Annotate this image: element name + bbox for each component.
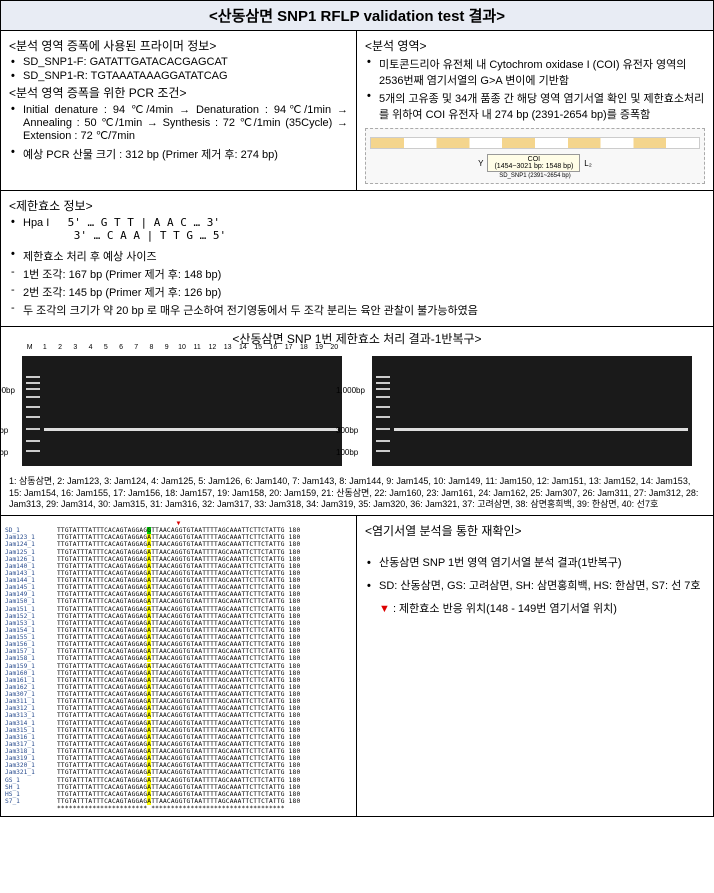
recheck-b3: ▼ : 제한효소 반응 위치(148 - 149번 염기서열 위치) [379, 599, 705, 620]
coi-l2: L₂ [584, 159, 592, 168]
region-b1: 미토콘드리아 유전체 내 Cytochrom oxidase I (COI) 유… [379, 56, 705, 88]
seq-cell: ▼SD_1TTGTATTTATTTCACAGTAGGAGGTTAACAGGTGT… [1, 516, 357, 816]
primer-r: SD_SNP1-R: TGTAAATAAAGGATATCAG [23, 70, 348, 82]
coi-box: COI (1454~3021 bp: 1548 bp) [487, 154, 580, 172]
enzyme-seq2: 3' … C A A | T T G … 5' [74, 229, 226, 242]
pcr-size: 예상 PCR 산물 크기 : 312 bp (Primer 제거 후: 274 … [23, 146, 348, 162]
triangle-icon: ▼ [379, 603, 390, 615]
primer-head: <분석 영역 증폭에 사용된 프라이머 정보> [9, 37, 348, 54]
region-head: <분석 영역> [365, 37, 705, 54]
enzyme-s2: 2번 조각: 145 bp (Primer 제거 후: 126 bp) [23, 284, 705, 300]
enzyme-cell: <제한효소 정보> Hpa I 5' … G T T | A A C … 3' … [1, 191, 713, 327]
gel-y-1000-r: 1,000bp [336, 386, 365, 395]
gel-left: M1234567891011121314151617181920 1,000bp… [22, 356, 342, 466]
enzyme-head: <제한효소 정보> [9, 197, 705, 214]
report-container: <산동삼면 SNP1 RFLP validation test 결과> <분석 … [0, 0, 714, 817]
coi-label: COI [528, 156, 540, 163]
pcr-cond: Initial denature : 94 ℃/4min → Denaturat… [23, 103, 348, 142]
recheck-cell: <염기서열 분석을 통한 재확인> 산동삼면 SNP 1번 영역 염기서열 분석… [357, 516, 713, 816]
sequence-alignment: ▼SD_1TTGTATTTATTTCACAGTAGGAGGTTAACAGGTGT… [1, 516, 356, 816]
recheck-b1: 산동삼면 SNP 1번 영역 염기서열 분석 결과(1반복구) [379, 553, 705, 574]
report-title: <산동삼면 SNP1 RFLP validation test 결과> [1, 1, 713, 31]
gel-y-100-r: 100bp [336, 448, 358, 457]
enzyme-s1: 1번 조각: 167 bp (Primer 제거 후: 148 bp) [23, 266, 705, 282]
enzyme-sizes-head: 제한효소 처리 후 예상 사이즈 [23, 248, 705, 264]
gel-y-300: 300bp [0, 426, 8, 435]
gel-right: M212223242526272829303132333435363738394… [372, 356, 692, 466]
region-cell: <분석 영역> 미토콘드리아 유전체 내 Cytochrom oxidase I… [357, 31, 713, 190]
seq-recheck-row: ▼SD_1TTGTATTTATTTCACAGTAGGAGGTTAACAGGTGT… [1, 515, 713, 816]
gel-row: M1234567891011121314151617181920 1,000bp… [1, 350, 713, 472]
recheck-head: <염기서열 분석을 통한 재확인> [365, 522, 705, 539]
enzyme-seq1: 5' … G T T | A A C … 3' [68, 216, 220, 229]
gel-right-lanes: M212223242526272829303132333435363738394… [372, 344, 692, 351]
coi-gene-bar [370, 137, 700, 149]
enzyme-note: 두 조각의 크기가 약 20 bp 로 매우 근소하여 전기영동에서 두 조각 … [23, 302, 705, 318]
row-primer-region: <분석 영역 증폭에 사용된 프라이머 정보> SD_SNP1-F: GATAT… [1, 31, 713, 191]
enzyme-name: Hpa I 5' … G T T | A A C … 3' Hpa I 3' …… [23, 216, 705, 242]
coi-diagram: Y COI (1454~3021 bp: 1548 bp) L₂ SD_SNP1… [365, 128, 705, 184]
gel-left-lanes: M1234567891011121314151617181920 [22, 344, 342, 351]
gel-legend: 1: 삼동삼면, 2: Jam123, 3: Jam124, 4: Jam125… [1, 472, 713, 515]
primer-f: SD_SNP1-F: GATATTGATACACGAGCAT [23, 56, 348, 68]
enzyme-name-text: Hpa I [23, 217, 49, 229]
recheck-b2: SD: 산동삼면, GS: 고려삼면, SH: 삼면홍희백, HS: 한삼면, … [379, 576, 705, 597]
primer-pcr-cell: <분석 영역 증폭에 사용된 프라이머 정보> SD_SNP1-F: GATAT… [1, 31, 357, 190]
coi-y: Y [478, 159, 483, 168]
coi-sub-label: SD_SNP1 (2391~2654 bp) [370, 173, 700, 179]
coi-range: (1454~3021 bp: 1548 bp) [494, 163, 573, 170]
recheck-b3-text: : 제한효소 반응 위치(148 - 149번 염기서열 위치) [390, 603, 617, 615]
gel-y-1000: 1,000bp [0, 386, 15, 395]
gel-y-300-r: 300bp [336, 426, 358, 435]
region-b2: 5개의 고유종 및 34개 품종 간 해당 영역 염기서열 확인 및 제한효소처… [379, 90, 705, 122]
gel-y-100: 100bp [0, 448, 8, 457]
pcr-head: <분석 영역 증폭을 위한 PCR 조건> [9, 84, 348, 101]
